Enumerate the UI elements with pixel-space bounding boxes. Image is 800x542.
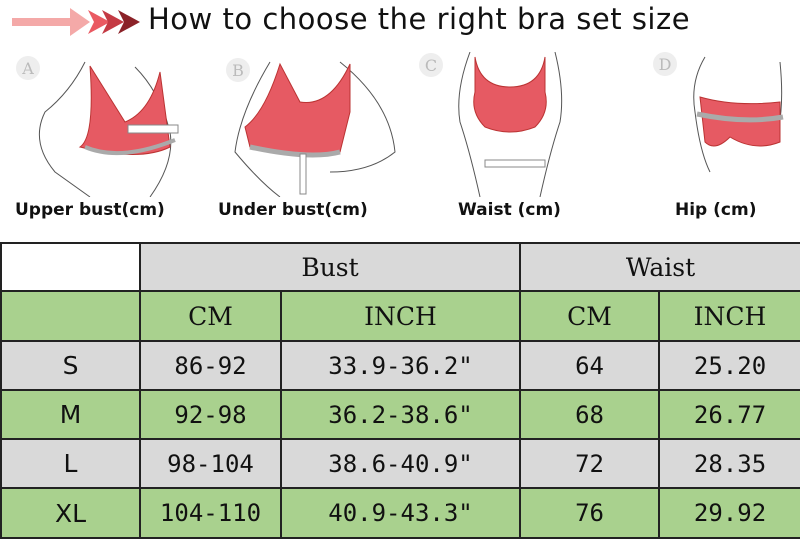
group-header-bust: Bust bbox=[138, 242, 522, 292]
table-row: S 86-92 33.9-36.2" 64 25.20 bbox=[0, 340, 800, 391]
bust-inch-cell: 36.2-38.6" bbox=[279, 389, 522, 440]
waist-cm-cell: 72 bbox=[519, 438, 661, 489]
size-cell: L bbox=[0, 438, 141, 489]
figure-letter: A bbox=[21, 59, 34, 78]
table-row: L 98-104 38.6-40.9" 72 28.35 bbox=[0, 438, 800, 489]
group-header-waist: Waist bbox=[519, 242, 800, 292]
bust-inch-cell: 38.6-40.9" bbox=[279, 438, 522, 489]
size-cell: XL bbox=[0, 487, 141, 539]
hip-illustration: D bbox=[653, 52, 784, 173]
table-header-groups: Bust Waist bbox=[0, 242, 800, 292]
figure-letter: D bbox=[659, 55, 672, 74]
waist-inch-cell: 26.77 bbox=[658, 389, 800, 440]
under-bust-illustration: B bbox=[226, 58, 396, 197]
table-header-units: CM INCH CM INCH bbox=[0, 290, 800, 342]
table-row: XL 104-110 40.9-43.3" 76 29.92 bbox=[0, 487, 800, 539]
unit-header: INCH bbox=[658, 290, 800, 342]
bust-inch-cell: 40.9-43.3" bbox=[279, 487, 522, 539]
figure-letter: B bbox=[232, 61, 244, 80]
empty-unit-cell bbox=[0, 290, 141, 342]
arrows-icon bbox=[12, 8, 140, 36]
figure-caption: Upper bust(cm) bbox=[15, 200, 165, 220]
size-table: Bust Waist CM INCH CM INCH S 86-92 33.9-… bbox=[0, 242, 800, 539]
figure-caption: Waist (cm) bbox=[458, 200, 561, 220]
bust-cm-cell: 86-92 bbox=[139, 340, 282, 391]
figure-caption: Hip (cm) bbox=[675, 200, 757, 220]
figure-letter-badge: C bbox=[419, 53, 443, 77]
waist-cm-cell: 68 bbox=[519, 389, 661, 440]
waist-cm-cell: 76 bbox=[519, 487, 661, 539]
bust-cm-cell: 98-104 bbox=[139, 438, 282, 489]
size-cell: S bbox=[0, 340, 141, 391]
page-title: How to choose the right bra set size bbox=[148, 2, 691, 36]
waist-inch-cell: 25.20 bbox=[658, 340, 800, 391]
bust-inch-cell: 33.9-36.2" bbox=[279, 340, 522, 391]
unit-header: CM bbox=[519, 290, 661, 342]
upper-bust-illustration: A bbox=[16, 56, 179, 197]
unit-header: CM bbox=[139, 290, 282, 342]
waist-cm-cell: 64 bbox=[519, 340, 661, 391]
size-cell: M bbox=[0, 389, 141, 440]
table-row: M 92-98 36.2-38.6" 68 26.77 bbox=[0, 389, 800, 440]
bust-cm-cell: 92-98 bbox=[139, 389, 282, 440]
empty-corner-cell bbox=[0, 242, 141, 292]
waist-illustration bbox=[458, 52, 563, 197]
waist-inch-cell: 29.92 bbox=[658, 487, 800, 539]
waist-inch-cell: 28.35 bbox=[658, 438, 800, 489]
figure-caption: Under bust(cm) bbox=[218, 200, 368, 220]
bust-cm-cell: 104-110 bbox=[139, 487, 282, 539]
figure-letter: C bbox=[425, 56, 437, 75]
unit-header: INCH bbox=[279, 290, 522, 342]
